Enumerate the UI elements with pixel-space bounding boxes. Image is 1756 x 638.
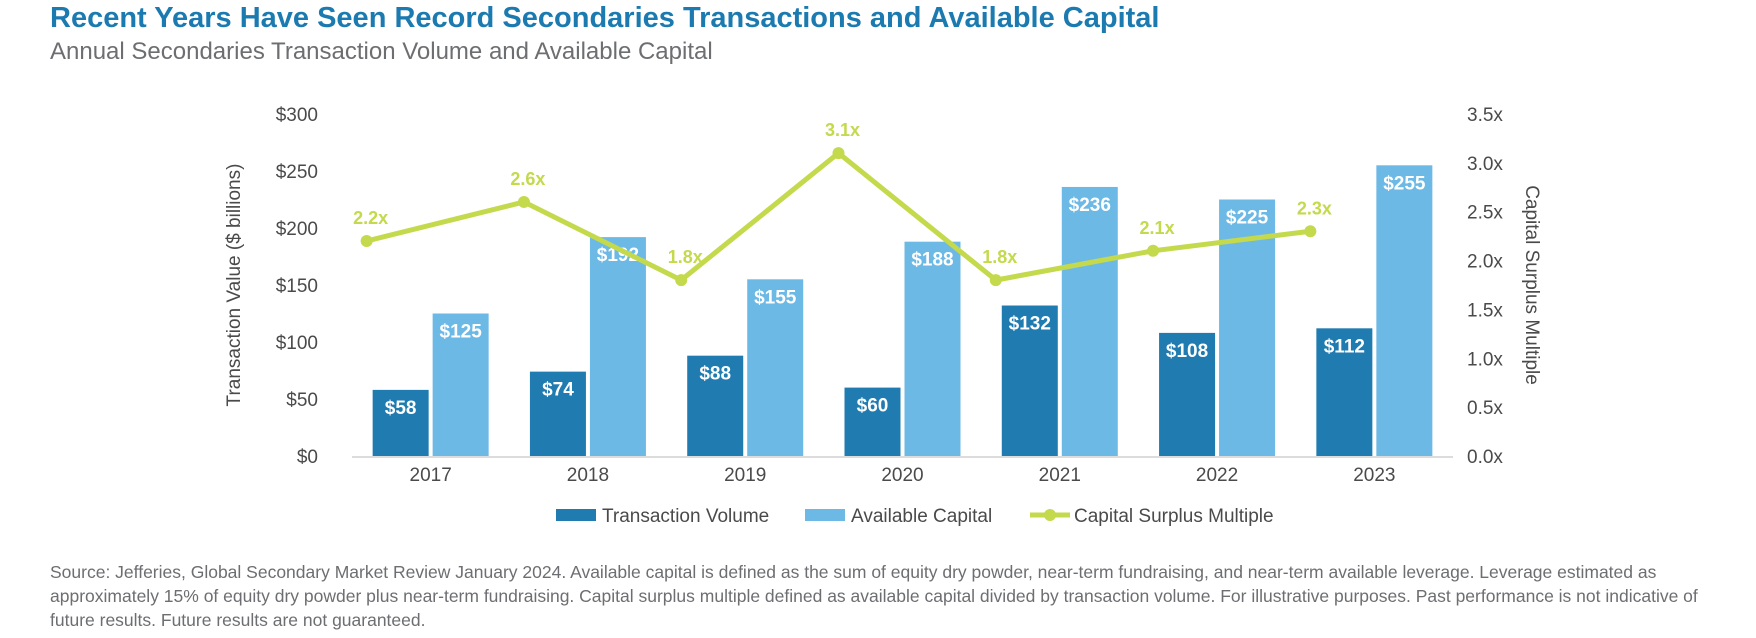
y-left-axis-title: Transaction Value ($ billions) xyxy=(224,164,245,407)
bar-label-transaction-volume: $88 xyxy=(699,364,731,385)
y-right-tick-label: 2.0x xyxy=(1467,252,1503,273)
line-label-capital-surplus: 2.3x xyxy=(1297,198,1332,218)
bar-available-capital xyxy=(1061,186,1118,456)
bar-transaction-volume xyxy=(844,387,901,456)
line-point-capital-surplus xyxy=(1304,225,1317,238)
y-right-tick-label: 0.5x xyxy=(1467,398,1503,419)
line-label-capital-surplus: 3.1x xyxy=(825,120,860,140)
bar-label-transaction-volume: $132 xyxy=(1009,314,1051,335)
y-left-tick-label: $300 xyxy=(276,105,318,126)
bar-transaction-volume xyxy=(687,355,744,456)
bar-available-capital xyxy=(1376,165,1433,457)
bar-label-transaction-volume: $112 xyxy=(1324,336,1365,357)
line-point-capital-surplus xyxy=(1147,244,1160,257)
y-right-tick-label: 1.0x xyxy=(1467,349,1503,370)
line-capital-surplus-multiple xyxy=(366,150,1311,283)
bar-available-capital xyxy=(747,279,804,456)
combo-chart: $0 $50 $100 $150 $200 $250 $300 0.0x 0.5x 1.0x 1.5… xyxy=(224,105,1542,527)
x-tick-label: 2017 xyxy=(410,465,452,486)
bar-label-available-capital: $188 xyxy=(911,250,953,271)
bar-label-available-capital: $236 xyxy=(1069,195,1111,216)
line-point-capital-surplus xyxy=(989,274,1002,287)
line-label-capital-surplus: 2.1x xyxy=(1140,218,1175,238)
bar-transaction-volume xyxy=(1001,305,1058,456)
bar-transaction-volume xyxy=(1159,332,1216,456)
bar-label-transaction-volume: $60 xyxy=(857,396,889,417)
y-right-tick-label: 0.0x xyxy=(1467,447,1503,468)
line-point-capital-surplus xyxy=(517,195,530,208)
x-tick-label: 2020 xyxy=(881,465,923,486)
x-tick-label: 2021 xyxy=(1039,465,1081,486)
y-left-tick-label: $250 xyxy=(276,162,318,183)
y-right-tick-label: 3.5x xyxy=(1467,105,1503,126)
legend-swatch-transaction-volume xyxy=(556,509,596,521)
y-right-tick-label: 1.5x xyxy=(1467,300,1503,321)
bar-available-capital xyxy=(589,237,646,456)
bar-available-capital xyxy=(904,241,961,456)
y-left-tick-label: $150 xyxy=(276,276,318,297)
bar-label-transaction-volume: $58 xyxy=(385,398,417,419)
bar-transaction-volume xyxy=(1316,328,1373,456)
x-tick-label: 2022 xyxy=(1196,465,1238,486)
chart-subtitle: Annual Secondaries Transaction Volume an… xyxy=(50,38,713,65)
legend-label-available-capital: Available Capital xyxy=(851,506,992,527)
bar-label-available-capital: $192 xyxy=(597,245,639,266)
x-tick-label: 2023 xyxy=(1353,465,1395,486)
line-label-capital-surplus: 2.6x xyxy=(510,169,545,189)
line-point-capital-surplus xyxy=(832,147,845,160)
bar-label-available-capital: $225 xyxy=(1226,208,1269,229)
line-label-capital-surplus: 1.8x xyxy=(982,247,1017,267)
line-label-capital-surplus: 2.2x xyxy=(353,208,388,228)
y-right-axis-title: Capital Surplus Multiple xyxy=(1521,185,1542,385)
bar-label-transaction-volume: $108 xyxy=(1166,341,1208,362)
y-left-tick-label: $100 xyxy=(276,333,318,354)
y-right-tick-label: 3.0x xyxy=(1467,154,1503,175)
bar-label-available-capital: $125 xyxy=(440,322,483,343)
bar-transaction-volume xyxy=(372,389,429,456)
legend-marker-capital-surplus xyxy=(1044,509,1056,521)
bar-available-capital xyxy=(432,313,489,456)
x-tick-label: 2019 xyxy=(724,465,766,486)
line-point-capital-surplus xyxy=(675,274,688,287)
line-label-capital-surplus: 1.8x xyxy=(668,247,703,267)
legend-label-transaction-volume: Transaction Volume xyxy=(602,506,769,527)
y-left-tick-label: $50 xyxy=(286,390,318,411)
chart-title: Recent Years Have Seen Record Secondarie… xyxy=(50,2,1160,34)
bar-transaction-volume xyxy=(529,371,586,456)
y-left-tick-label: $200 xyxy=(276,219,318,240)
y-left-tick-label: $0 xyxy=(297,447,318,468)
y-right-tick-label: 2.5x xyxy=(1467,203,1503,224)
legend-label-capital-surplus: Capital Surplus Multiple xyxy=(1074,506,1274,527)
legend-swatch-available-capital xyxy=(805,509,845,521)
line-point-capital-surplus xyxy=(360,235,373,248)
bar-label-transaction-volume: $74 xyxy=(542,380,574,401)
source-note: Source: Jefferies, Global Secondary Mark… xyxy=(50,562,1698,630)
x-tick-label: 2018 xyxy=(567,465,609,486)
bar-label-available-capital: $155 xyxy=(754,287,797,308)
bar-label-available-capital: $255 xyxy=(1383,173,1426,194)
